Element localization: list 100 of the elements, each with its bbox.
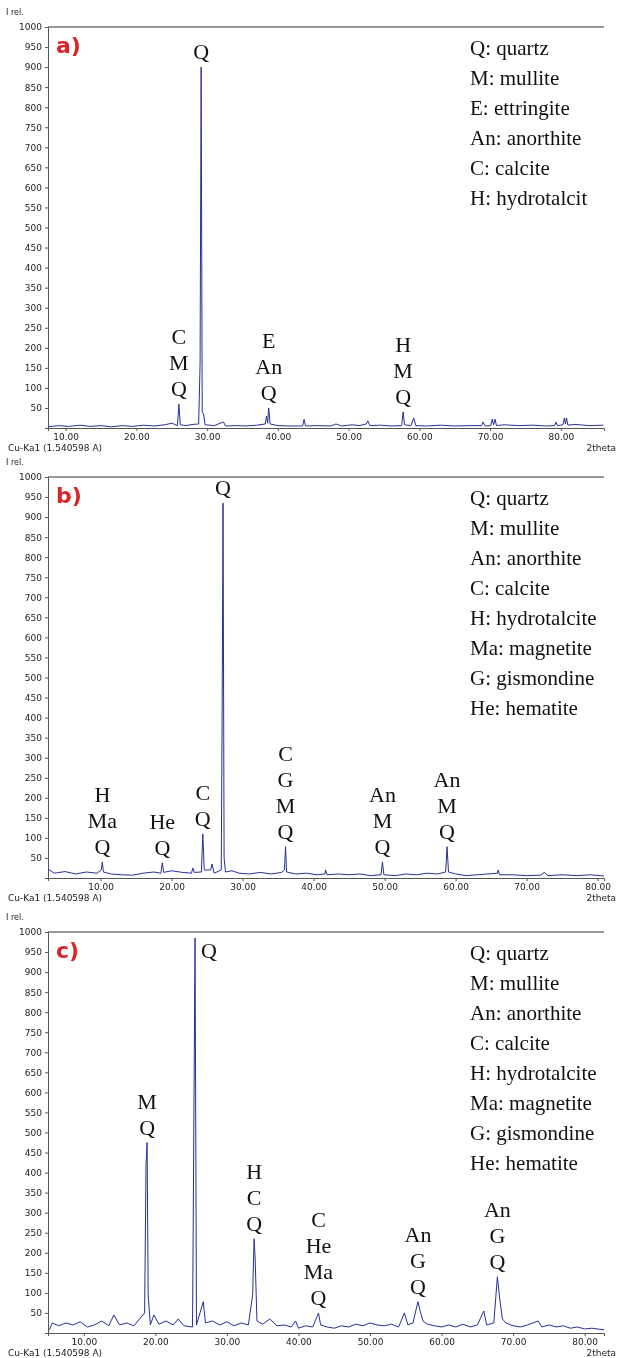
y-tick-label: 550 (24, 1107, 43, 1118)
x-tick-label: 50.00 (336, 432, 363, 443)
annotation: An G Q (404, 1221, 432, 1299)
text: Cu-Ka1 (1.540598 A) (8, 1348, 103, 1358)
y-tick-label: 550 (24, 202, 43, 213)
y-tick-label: 100 (24, 383, 43, 394)
x-axis-title: 2theta (586, 443, 616, 453)
y-tick-label: 650 (24, 162, 43, 173)
y-tick-label: 250 (24, 1228, 43, 1239)
annotation: An: anorthite (470, 126, 582, 150)
y-tick-label: 50 (30, 853, 43, 864)
y-tick-label: 100 (24, 833, 43, 844)
y-tick-label: 800 (24, 1007, 43, 1018)
y-tick-label: 950 (24, 492, 43, 503)
annotation: He: hematite (470, 696, 578, 720)
annotation: Q (201, 938, 218, 964)
annotation: Q: quartz (470, 36, 549, 60)
x-tick-label: 50.00 (372, 882, 399, 893)
y-tick-label: 200 (24, 343, 43, 354)
y-tick-label: 700 (24, 592, 43, 603)
annotation: G: gismondine (470, 1121, 595, 1145)
annotation: Ma: magnetite (470, 1091, 592, 1115)
annotation: M: mullite (470, 516, 560, 540)
line-series (47, 66, 604, 428)
x-tick-label: 70.00 (514, 882, 541, 893)
y-tick-label: 150 (24, 1268, 43, 1279)
x-tick-label: 30.00 (214, 1337, 241, 1348)
x-tick-label: 40.00 (286, 1337, 313, 1348)
x-tick-label: 80.00 (572, 1337, 599, 1348)
y-tick-label: 50 (30, 1308, 43, 1319)
x-tick-label: 30.00 (230, 882, 257, 893)
y-tick-label: 900 (24, 967, 43, 978)
annotation: C Q (194, 779, 211, 831)
text: Cu-Ka1 (1.540598 A) (8, 893, 103, 903)
y-tick-label: 50 (30, 403, 43, 414)
annotation: He: hematite (470, 1151, 578, 1175)
y-tick-label: 900 (24, 512, 43, 523)
annotation: H C Q (246, 1158, 263, 1236)
x-tick-label: 10.00 (71, 1337, 98, 1348)
annotation: Q: quartz (470, 486, 549, 510)
x-tick-label: 70.00 (477, 432, 504, 443)
annotation: M Q (137, 1088, 157, 1140)
x-tick-label: 20.00 (124, 432, 151, 443)
y-tick-label: 950 (24, 42, 43, 53)
x-tick-label: 40.00 (301, 882, 328, 893)
annotation: C G M Q (275, 740, 296, 844)
annotation: He Q (149, 808, 176, 860)
y-tick-label: 600 (24, 1087, 43, 1098)
annotation: E An Q (255, 327, 283, 405)
annotation: C: calcite (470, 576, 550, 600)
x-tick-label: 20.00 (142, 1337, 169, 1348)
y-tick-label: 200 (24, 793, 43, 804)
y-tick-label: 1000 (19, 927, 43, 938)
y-tick-label: 200 (24, 1248, 43, 1259)
x-tick-label: 60.00 (443, 882, 470, 893)
chart-title: a) (56, 33, 81, 58)
x-axis-title: 2theta (586, 893, 616, 903)
x-tick-label: 50.00 (357, 1337, 384, 1348)
y-tick-label: 550 (24, 652, 43, 663)
annotation: An: anorthite (470, 1001, 582, 1025)
x-tick-label: 30.00 (194, 432, 221, 443)
annotation: E: ettringite (470, 96, 570, 120)
x-tick-label: 70.00 (500, 1337, 527, 1348)
annotation: An M Q (433, 766, 461, 844)
y-tick-label: 450 (24, 242, 43, 253)
x-tick-label: 60.00 (406, 432, 434, 443)
annotation: Ma: magnetite (470, 636, 592, 660)
y-tick-label: 750 (24, 572, 43, 583)
y-tick-label: 350 (24, 1188, 43, 1199)
y-tick-label: 800 (24, 102, 43, 113)
annotation: M: mullite (470, 66, 560, 90)
y-tick-label: 350 (24, 283, 43, 294)
y-tick-label: 450 (24, 1147, 43, 1158)
annotation: H M Q (393, 331, 413, 409)
y-tick-label: 650 (24, 612, 43, 623)
x-tick-label: 10.00 (88, 882, 115, 893)
y-tick-label: 1000 (19, 22, 43, 33)
annotation: Q: quartz (470, 941, 549, 965)
annotation: C M Q (169, 323, 189, 401)
y-tick-label: 250 (24, 773, 43, 784)
y-tick-label: 150 (24, 363, 43, 374)
annotation: C: calcite (470, 1031, 550, 1055)
y-tick-label: 500 (24, 672, 43, 683)
x-tick-label: 80.00 (585, 882, 612, 893)
chart-title: c) (56, 938, 80, 963)
annotation: An G Q (483, 1196, 511, 1274)
annotation: Q (215, 475, 232, 501)
y-tick-label: 850 (24, 532, 43, 543)
y-tick-label: 400 (24, 1167, 43, 1178)
y-tick-label: 300 (24, 753, 43, 764)
y-tick-label: 400 (24, 262, 43, 273)
x-tick-label: 80.00 (548, 432, 575, 443)
y-axis-title: I rel. (6, 8, 24, 17)
annotation: C: calcite (470, 156, 550, 180)
annotation: Q (193, 39, 210, 65)
x-tick-label: 60.00 (429, 1337, 456, 1348)
chart-title: b) (56, 483, 82, 508)
annotation: C He Ma Q (303, 1206, 334, 1310)
annotation: H: hydrotalcite (470, 1061, 597, 1085)
y-tick-label: 950 (24, 947, 43, 958)
